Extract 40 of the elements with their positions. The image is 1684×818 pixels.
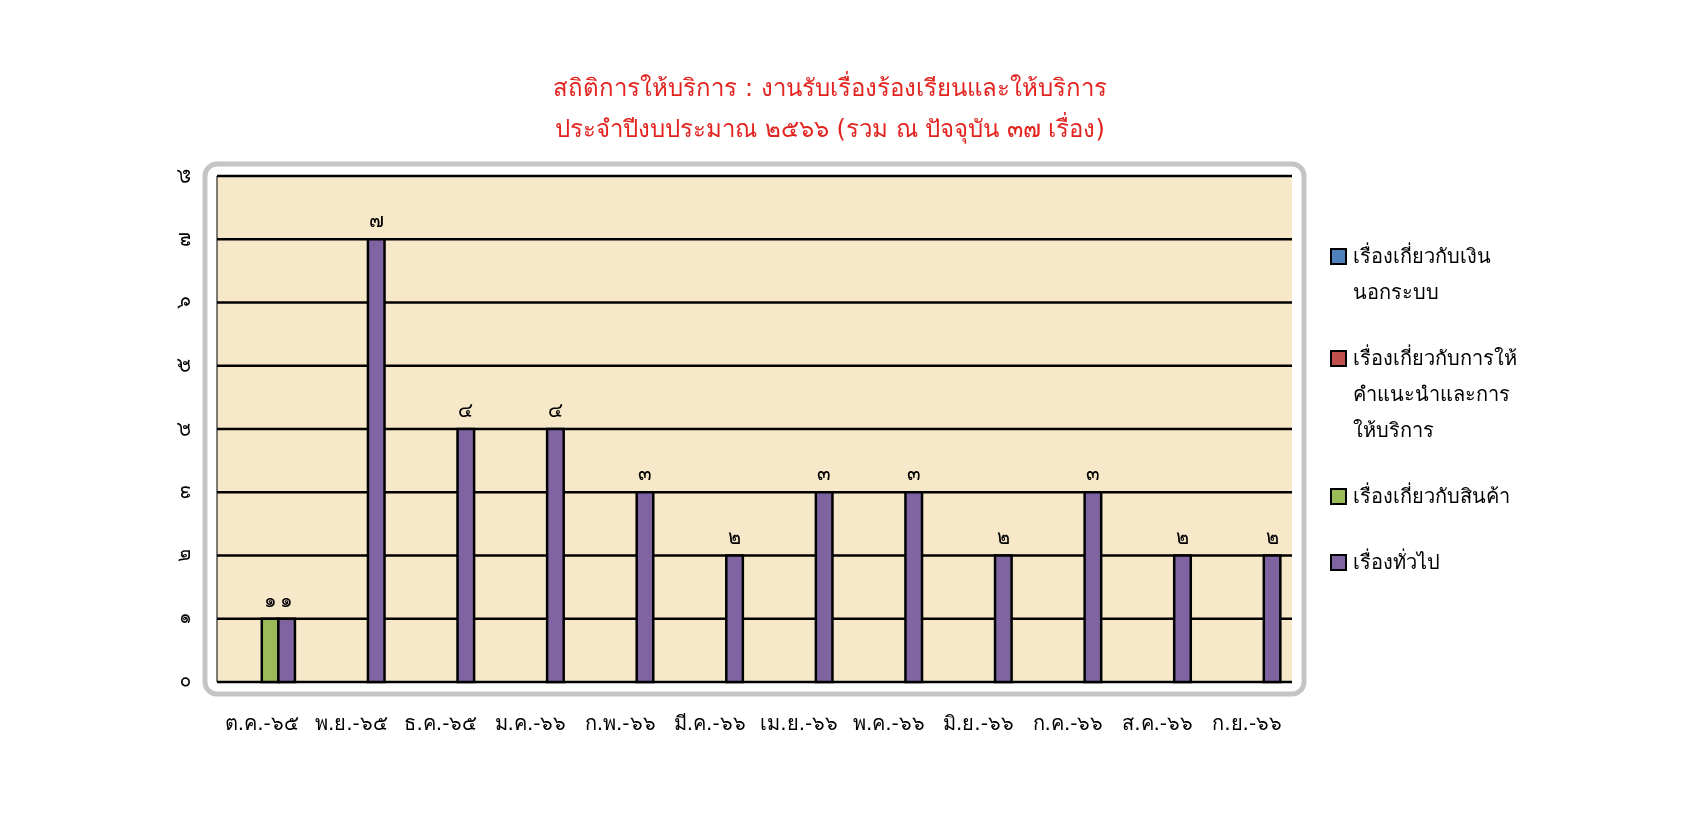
- x-tick-label: พ.ค.-๖๖: [852, 711, 925, 735]
- chart-subtitle: ประจำปีงบประมาณ ๒๕๖๖ (รวม ณ ปัจจุบัน ๓๗ เรื่อง): [555, 112, 1105, 144]
- x-tick-label: ธ.ค.-๖๕: [404, 711, 478, 735]
- legend-label: เรื่องเกี่ยวกับสินค้า: [1353, 481, 1511, 510]
- chart-title: สถิติการให้บริการ : งานรับเรื่องร้องเรียนและให้บริการ: [553, 71, 1107, 102]
- legend-label: เรื่องทั่วไป: [1353, 547, 1441, 576]
- data-label: ๓: [817, 461, 832, 486]
- data-label: ๒: [996, 524, 1010, 549]
- y-tick-label: ๗: [171, 231, 195, 247]
- x-tick-label: ส.ค.-๖๖: [1122, 711, 1194, 735]
- legend-label: เรื่องเกี่ยวกับการให้คำแนะนำและการให้บริการ: [1353, 343, 1518, 444]
- data-label: ๗: [368, 208, 384, 233]
- data-label: ๑: [263, 587, 277, 612]
- x-tick-label: พ.ย.-๖๕: [314, 711, 388, 735]
- y-tick-label: ๐: [171, 676, 195, 688]
- x-tick-label: ก.ย.-๖๖: [1212, 711, 1283, 735]
- x-tick-label: ต.ค.-๖๕: [224, 711, 299, 735]
- x-tick-label: เม.ย.-๖๖: [760, 711, 839, 735]
- y-tick-label: ๒: [171, 549, 195, 562]
- data-label: ๔: [458, 398, 474, 422]
- legend-label: เรื่องเกี่ยวกับเงินนอกระบบ: [1353, 241, 1492, 306]
- x-tick-label: ม.ค.-๖๖: [494, 711, 567, 735]
- x-tick-label: มิ.ย.-๖๖: [942, 711, 1014, 735]
- data-label: ๒: [1265, 524, 1279, 549]
- y-tick-label: ๕: [171, 358, 195, 374]
- x-tick-label: มี.ค.-๖๖: [673, 711, 746, 735]
- y-tick-label: ๔: [171, 421, 195, 437]
- y-tick-label: ๓: [171, 485, 195, 500]
- data-label: ๓: [637, 461, 652, 486]
- data-label: ๒: [728, 524, 742, 549]
- y-tick-label: ๘: [171, 168, 195, 184]
- data-label: ๑: [280, 587, 294, 612]
- x-tick-label: ก.ค.-๖๖: [1032, 711, 1104, 735]
- y-tick-label: ๑: [171, 612, 195, 626]
- data-label: ๓: [1085, 461, 1100, 486]
- y-tick-label: ๖: [171, 296, 195, 309]
- x-tick-label: ก.พ.-๖๖: [584, 711, 656, 735]
- data-label: ๔: [547, 398, 563, 422]
- data-label: ๒: [1175, 524, 1189, 549]
- data-label: ๓: [906, 461, 921, 486]
